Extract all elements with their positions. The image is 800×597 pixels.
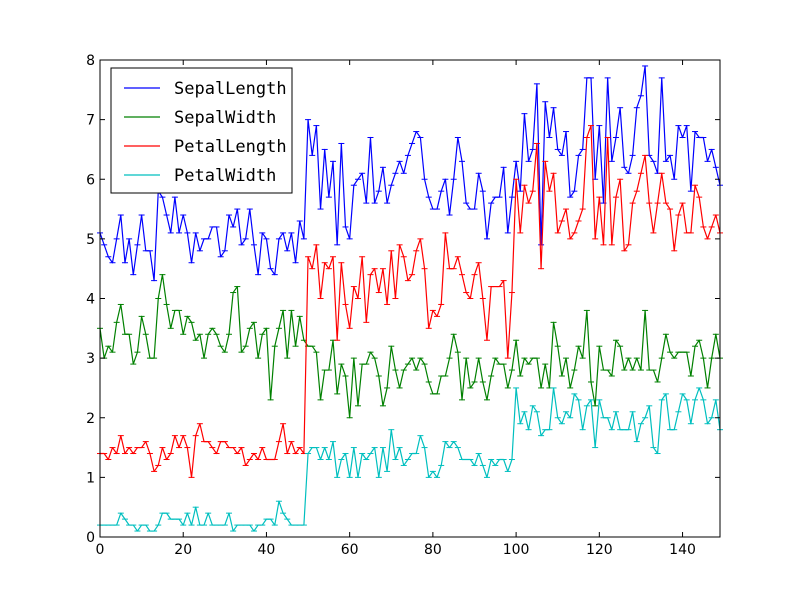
legend-item-SepalWidth: SepalWidth: [124, 108, 276, 128]
y-tick-label: 6: [86, 172, 95, 188]
legend: SepalLength SepalWidth PetalLength PetalWid…: [110, 67, 293, 194]
y-tick-label: 5: [86, 232, 95, 248]
x-tick-label: 80: [424, 542, 442, 558]
series-line: [99, 65, 721, 282]
series-line: [99, 274, 721, 419]
y-tick-label: 0: [86, 530, 95, 546]
x-tick-label: 120: [586, 542, 613, 558]
x-tick-label: 60: [341, 542, 359, 558]
x-tick-label: 20: [174, 542, 192, 558]
series-PetalWidth: [97, 387, 723, 532]
plot-area: [97, 65, 723, 532]
y-tick-label: 1: [86, 470, 95, 486]
y-tick-label: 2: [86, 411, 95, 427]
y-tick-label: 8: [86, 53, 95, 69]
y-tick-label: 3: [86, 351, 95, 367]
legend-label: SepalWidth: [174, 108, 276, 128]
legend-item-SepalLength: SepalLength: [124, 79, 287, 99]
x-tick-label: 40: [258, 542, 276, 558]
y-tick-label: 7: [86, 113, 95, 129]
y-tick-label: 4: [86, 292, 95, 308]
legend-item-PetalLength: PetalLength: [124, 137, 287, 157]
x-tick-label: 0: [96, 542, 105, 558]
axis-ticks: 0 20 40 60 80 100 120 140 0 1 2 3 4 5 6 7 8: [86, 53, 720, 558]
x-tick-label: 100: [503, 542, 530, 558]
series-line: [100, 124, 721, 478]
legend-label: PetalLength: [174, 137, 287, 157]
legend-box: [110, 67, 293, 194]
x-tick-label: 140: [669, 542, 696, 558]
series-PetalLength: [97, 124, 723, 478]
legend-item-PetalWidth: PetalWidth: [124, 166, 276, 186]
series-SepalWidth: [97, 274, 723, 419]
legend-label: PetalWidth: [174, 166, 276, 186]
legend-label: SepalLength: [174, 79, 287, 99]
